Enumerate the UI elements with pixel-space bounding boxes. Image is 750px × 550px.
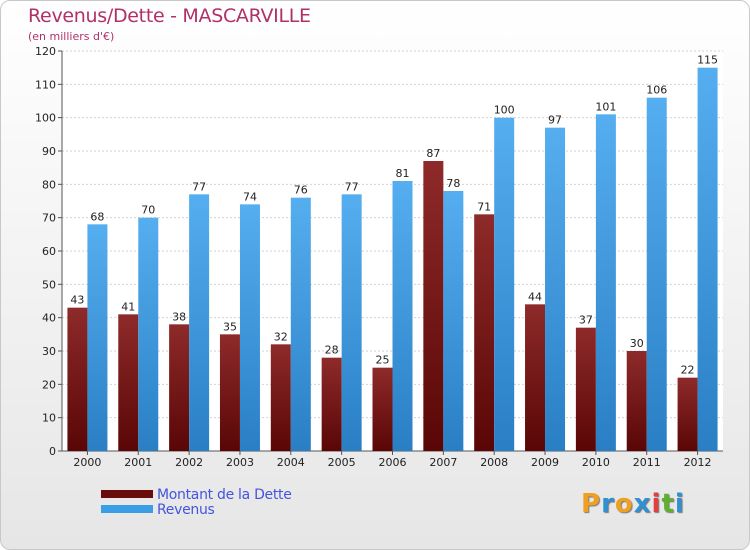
bar-revenue [646,97,667,452]
y-tick-label: 50 [42,278,56,291]
data-label-revenue: 97 [548,114,562,127]
y-tick-label: 80 [42,178,56,191]
x-tick-label: 2012 [684,456,712,469]
legend-swatch-revenue [101,505,153,513]
bar-revenue [239,204,260,451]
x-tick-label: 2007 [429,456,457,469]
bar-debt [372,367,393,451]
data-label-debt: 37 [579,314,593,327]
data-label-revenue: 77 [345,180,359,193]
chart-title: Revenus/Dette - MASCARVILLE [28,5,311,27]
x-tick-label: 2002 [175,456,203,469]
x-tick-label: 2001 [124,456,152,469]
legend-label-revenue: Revenus [157,502,215,518]
legend-swatch-debt [101,490,153,498]
data-label-debt: 25 [376,354,390,367]
data-label-revenue: 78 [446,177,460,190]
x-tick-label: 2006 [379,456,407,469]
x-tick-label: 2010 [582,456,610,469]
data-label-debt: 71 [477,200,491,213]
bar-revenue [494,117,515,452]
bar-debt [474,214,495,451]
bar-revenue [392,181,413,451]
data-label-debt: 44 [528,290,542,303]
logo-letter: P [581,489,602,519]
bar-debt [626,351,647,451]
bar-debt [423,161,444,451]
data-label-revenue: 81 [396,167,410,180]
bar-debt [321,357,342,451]
proxiti-logo: Proxiti [581,489,685,519]
data-label-debt: 35 [223,320,237,333]
bar-revenue [189,194,210,452]
bar-debt [677,377,698,451]
data-label-debt: 43 [70,294,84,307]
y-tick-label: 10 [42,412,56,425]
data-label-revenue: 101 [595,100,616,113]
data-label-revenue: 76 [294,184,308,197]
logo-letter: x [633,489,652,519]
x-tick-label: 2004 [277,456,305,469]
data-label-revenue: 100 [494,104,515,117]
data-label-debt: 30 [630,337,644,350]
data-label-debt: 22 [681,364,695,377]
y-tick-label: 90 [42,145,56,158]
data-label-debt: 38 [172,310,186,323]
y-tick-label: 30 [42,345,56,358]
y-tick-label: 60 [42,245,56,258]
bar-debt [575,327,596,451]
logo-letter: o [614,489,634,519]
y-tick-label: 120 [35,45,56,58]
bar-revenue [545,127,566,452]
x-tick-label: 2003 [226,456,254,469]
bar-debt [525,304,546,451]
bar-debt [270,344,291,451]
bar-debt [118,314,139,451]
bar-revenue [341,194,362,452]
y-tick-label: 20 [42,378,56,391]
bar-revenue [697,67,718,452]
legend-label-debt: Montant de la Dette [157,487,292,503]
y-tick-label: 70 [42,212,56,225]
logo-letter: t [661,489,675,519]
bar-revenue [138,217,159,451]
chart-subtitle: (en milliers d'€) [28,30,115,43]
data-label-debt: 41 [121,300,135,313]
bar-debt [67,307,88,451]
y-tick-label: 110 [35,78,56,91]
data-label-revenue: 68 [90,210,104,223]
data-label-debt: 87 [426,147,440,160]
x-tick-label: 2011 [633,456,661,469]
x-tick-label: 2008 [480,456,508,469]
data-label-revenue: 77 [192,180,206,193]
logo-letter: i [651,489,662,519]
data-label-revenue: 70 [141,204,155,217]
logo-letter: i [674,489,685,519]
logo-letter: r [601,489,615,519]
data-label-debt: 32 [274,330,288,343]
data-label-revenue: 106 [646,84,667,97]
data-label-revenue: 115 [697,54,718,67]
bar-revenue [87,224,108,451]
x-tick-label: 2000 [73,456,101,469]
bar-debt [219,334,240,451]
bar-revenue [443,191,464,451]
y-tick-label: 100 [35,112,56,125]
y-tick-label: 0 [49,445,56,458]
bar-debt [169,324,190,451]
bar-revenue [595,114,616,451]
x-tick-label: 2009 [531,456,559,469]
bar-revenue [290,197,311,451]
data-label-revenue: 74 [243,190,257,203]
y-tick-label: 40 [42,312,56,325]
data-label-debt: 28 [325,344,339,357]
x-tick-label: 2005 [328,456,356,469]
